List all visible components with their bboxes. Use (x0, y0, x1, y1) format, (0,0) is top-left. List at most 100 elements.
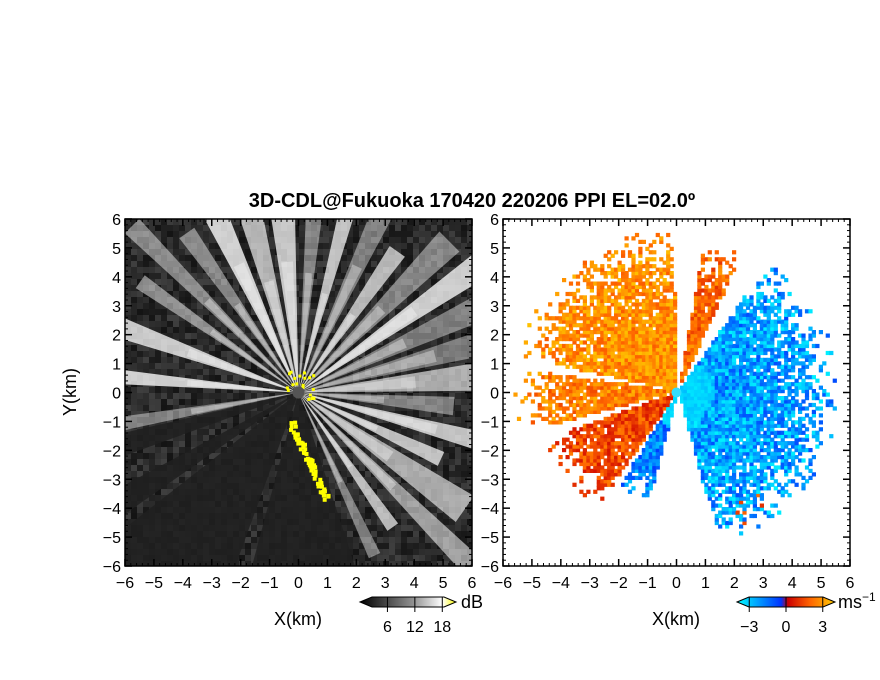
noise-cell (257, 507, 263, 513)
noise-cell (329, 477, 335, 483)
velocity-pixel (579, 489, 584, 494)
x-tick-label: 2 (352, 575, 361, 592)
velocity-pixel (579, 413, 584, 418)
velocity-pixel (652, 448, 657, 453)
velocity-pixel (586, 409, 591, 414)
velocity-pixel (745, 441, 751, 446)
velocity-pixel (659, 451, 664, 456)
noise-cell (347, 417, 353, 423)
velocity-pixel (600, 451, 605, 456)
velocity-pixel (697, 434, 702, 439)
noise-cell (449, 465, 455, 471)
noise-cell (461, 465, 467, 471)
noise-cell (395, 339, 401, 345)
beam-core (298, 305, 386, 393)
velocity-pixel (752, 507, 757, 512)
velocity-pixel (621, 416, 626, 421)
noise-cell (359, 423, 365, 429)
velocity-pixel (801, 416, 806, 421)
beam-core (281, 261, 299, 393)
velocity-pixel (784, 409, 789, 414)
velocity-pixel (589, 434, 594, 439)
velocity-pixel (752, 468, 757, 473)
velocity-pixel (610, 465, 615, 470)
noise-cell (449, 321, 455, 327)
velocity-pixel (711, 486, 716, 491)
velocity-pixel (770, 451, 775, 456)
noise-cell (437, 561, 443, 566)
noise-cell (449, 477, 455, 483)
velocity-pixel (707, 441, 712, 446)
noise-cell (329, 369, 335, 375)
noise-cell (359, 489, 365, 495)
noise-cell (167, 279, 173, 285)
velocity-pixel (804, 465, 810, 470)
velocity-pixel (725, 409, 730, 414)
noise-cell (353, 411, 359, 417)
velocity-pixel (739, 416, 744, 421)
velocity-pixel (624, 420, 629, 425)
velocity-pixel (648, 486, 653, 491)
noise-cell (413, 255, 419, 261)
noise-cell (395, 267, 401, 273)
noise-cell (221, 423, 227, 429)
noise-cell (359, 537, 365, 543)
velocity-pixel (593, 441, 598, 446)
noise-cell (437, 459, 443, 465)
noise-cell (239, 339, 245, 345)
velocity-pixel (621, 413, 626, 418)
velocity-pixel (735, 416, 740, 421)
velocity-pixel (645, 448, 650, 453)
velocity-pixel (634, 475, 640, 480)
velocity-pixel (745, 479, 751, 484)
noise-cell (245, 261, 251, 267)
noise-cell (173, 447, 179, 453)
velocity-pixel (555, 413, 560, 418)
velocity-pixel (742, 441, 747, 446)
noise-cell (329, 309, 335, 315)
noise-cell (311, 417, 317, 423)
velocity-pixel (745, 455, 751, 460)
noise-cell (461, 519, 467, 525)
noise-cell (407, 297, 413, 303)
noise-cell (377, 495, 383, 501)
velocity-pixel (562, 448, 567, 453)
noise-cell (125, 393, 131, 399)
velocity-pixel (756, 409, 761, 414)
noise-cell (341, 345, 347, 351)
noise-cell (191, 429, 197, 435)
velocity-pixel (794, 434, 799, 439)
velocity-pixel (607, 475, 612, 480)
noise-cell (125, 405, 131, 411)
noise-cell (203, 459, 209, 465)
velocity-pixel (787, 461, 792, 467)
noise-cell (401, 561, 407, 566)
velocity-pixel (739, 430, 744, 435)
noise-cell (257, 345, 263, 351)
noise-cell (197, 363, 203, 369)
noise-cell (239, 243, 245, 249)
y-tick-label: −5 (103, 530, 121, 547)
velocity-pixel (655, 465, 660, 470)
velocity-pixel (579, 444, 584, 449)
velocity-pixel (714, 434, 719, 439)
beam (135, 275, 299, 393)
noise-cell (179, 261, 185, 267)
velocity-pixel (693, 420, 699, 425)
velocity-pixel (739, 503, 744, 508)
noise-cell (437, 399, 443, 405)
velocity-pixel (811, 413, 816, 418)
velocity-pixel (766, 444, 771, 449)
noise-cell (263, 225, 269, 231)
velocity-pixel (711, 434, 716, 439)
velocity-pixel (638, 416, 643, 421)
velocity-pixel (690, 434, 695, 439)
velocity-pixel (648, 468, 653, 473)
noise-cell (395, 351, 401, 357)
noise-cell (365, 261, 371, 267)
noise-cell (431, 555, 437, 561)
noise-cell (305, 243, 311, 249)
noise-cell (221, 333, 227, 339)
noise-cell (461, 315, 467, 321)
velocity-pixel (721, 465, 726, 470)
